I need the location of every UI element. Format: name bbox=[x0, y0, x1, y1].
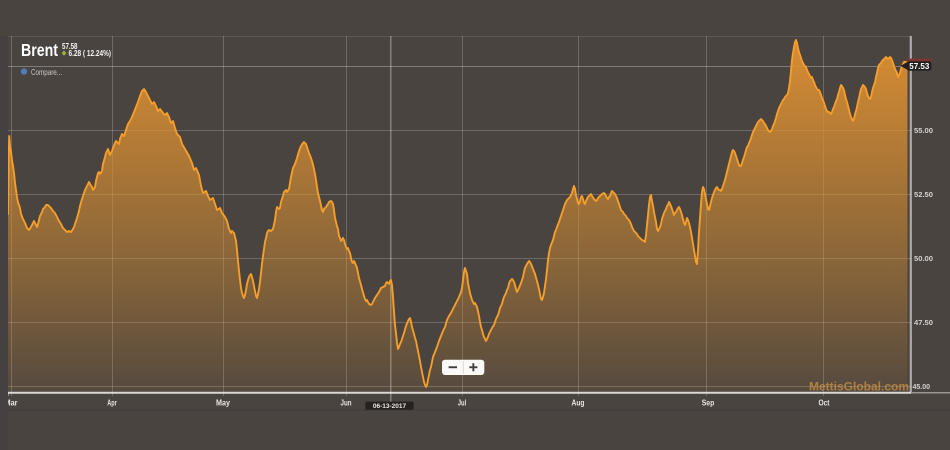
svg-text:57.58: 57.58 bbox=[62, 42, 78, 51]
svg-text:Brent: Brent bbox=[21, 40, 58, 60]
svg-text:47.50: 47.50 bbox=[914, 318, 933, 327]
svg-text:Oct: Oct bbox=[819, 397, 830, 407]
svg-text:50.00: 50.00 bbox=[914, 254, 933, 263]
svg-text:Mar: Mar bbox=[5, 397, 19, 407]
svg-text:Apr: Apr bbox=[107, 397, 117, 407]
svg-text:Aug: Aug bbox=[572, 397, 585, 407]
svg-text:Jul: Jul bbox=[458, 397, 467, 407]
svg-text:57.53: 57.53 bbox=[909, 62, 930, 71]
svg-text:May: May bbox=[216, 397, 230, 407]
svg-text:45.00: 45.00 bbox=[913, 384, 931, 391]
svg-text:MettisGlobal.com: MettisGlobal.com bbox=[809, 380, 909, 394]
svg-text:52.50: 52.50 bbox=[914, 190, 933, 199]
svg-text:6.28 ( 12.24%): 6.28 ( 12.24%) bbox=[69, 49, 112, 58]
svg-text:Jun: Jun bbox=[341, 397, 352, 407]
svg-text:Compare...: Compare... bbox=[31, 67, 62, 77]
svg-text:06-13-2017: 06-13-2017 bbox=[373, 403, 407, 410]
svg-text:Sep: Sep bbox=[702, 397, 715, 407]
svg-text:55.00: 55.00 bbox=[914, 126, 933, 135]
